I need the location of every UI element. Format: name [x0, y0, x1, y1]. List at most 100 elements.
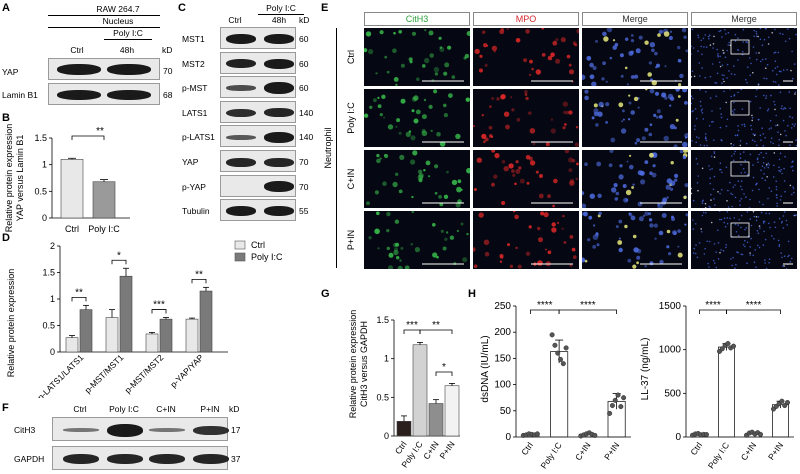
band	[107, 423, 143, 437]
y-tick-label: 1	[42, 160, 47, 170]
fraction-rule	[48, 27, 160, 28]
y-tick-label: 0	[505, 432, 511, 443]
data-point	[615, 392, 621, 398]
data-point	[730, 343, 736, 349]
column-header: Merge	[691, 12, 797, 26]
band	[264, 181, 294, 193]
treatment-label: Poly I:C	[266, 3, 296, 13]
blot-strip	[220, 76, 296, 99]
significance-label: ***	[153, 300, 165, 311]
y-tick-label: 1.5	[34, 133, 47, 143]
panel-label-e: E	[321, 2, 329, 14]
data-point	[612, 397, 618, 403]
micrograph	[473, 211, 579, 269]
y-tick-label: 50	[500, 406, 512, 417]
significance-label: ****	[580, 300, 596, 311]
band	[226, 206, 256, 217]
significance-bracket	[191, 278, 207, 284]
blot-kd: 140	[299, 132, 314, 143]
blot-strip	[220, 174, 296, 197]
ylabel-g-1: Relative protein expression	[348, 310, 358, 419]
data-point	[607, 410, 613, 416]
x-tick-label: Poly I:C	[538, 440, 563, 470]
blot-strip	[52, 446, 229, 470]
micrograph	[582, 150, 688, 208]
legend-swatch-polyic	[234, 252, 246, 262]
y-tick-label: 0	[42, 213, 47, 223]
significance-label: ****	[746, 300, 762, 311]
significance-label: ****	[537, 300, 553, 311]
data-point	[560, 361, 566, 367]
micrograph	[473, 28, 579, 86]
blot-kd: 140	[299, 107, 314, 118]
panel-label-c: C	[178, 2, 186, 14]
micrograph	[691, 211, 797, 269]
ylabel-h-right: LL-37 (ng/mL)	[640, 338, 651, 401]
band	[193, 454, 229, 464]
blot-row-label: YAP	[2, 67, 19, 77]
significance-bracket	[435, 371, 453, 376]
significance-bracket	[419, 329, 453, 334]
row-label: P+IN	[346, 229, 356, 251]
blot-kd: 55	[299, 206, 309, 217]
treatment-label: Poly I:C	[113, 28, 143, 38]
micrograph	[364, 150, 470, 208]
side-rule	[336, 28, 337, 268]
y-tick-label: 500	[664, 388, 681, 399]
chart-g: Relative protein expression CitH3 versus…	[348, 310, 460, 470]
blot-row-label: Lamin B1	[2, 90, 38, 100]
data-point	[558, 356, 564, 362]
blot-row-label: p-MST	[182, 83, 208, 94]
blot-kd: 70	[163, 66, 173, 76]
y-tick-label: 100	[494, 380, 511, 391]
y-tick-label: 1	[384, 354, 389, 364]
significance-label: **	[195, 269, 203, 280]
band	[264, 206, 294, 217]
micrograph	[691, 28, 797, 86]
blot-kd: 17	[231, 425, 241, 435]
row-label: Ctrl	[346, 50, 356, 64]
y-tick-label: 1.5	[42, 268, 55, 278]
micrograph	[364, 89, 470, 147]
data-point	[719, 346, 725, 352]
micrograph	[582, 28, 688, 86]
significance-bracket	[726, 309, 781, 314]
data-point	[555, 350, 561, 356]
blot-strip	[220, 199, 296, 222]
significance-label: **	[75, 287, 83, 298]
fraction-label: Nucleus	[102, 16, 134, 26]
bar	[159, 318, 173, 353]
y-tick-label: 0	[50, 347, 55, 357]
significance-b: **	[96, 126, 104, 137]
y-tick-label: 1.5	[376, 315, 389, 325]
significance-label: *	[117, 250, 121, 261]
lane-label: P+IN	[200, 404, 220, 414]
x-tick-label: Ctrl	[688, 440, 704, 457]
lane-48h: 48h	[119, 45, 135, 55]
significance-label: ***	[406, 320, 418, 331]
significance-bracket	[111, 259, 127, 265]
blot-row-label: YAP	[182, 157, 199, 167]
treatment-rule	[104, 39, 152, 40]
panel-label-d: D	[2, 232, 10, 244]
significance-bracket	[71, 135, 105, 140]
kd-label: kD	[162, 45, 173, 55]
bar	[412, 344, 428, 437]
legend-ctrl: Ctrl	[251, 240, 265, 250]
x-tick-label: Poly I:C	[88, 224, 120, 234]
data-point	[757, 431, 763, 437]
data-point	[725, 341, 731, 347]
bar	[444, 385, 460, 437]
row-label: Poly I:C	[346, 102, 356, 134]
micrograph	[473, 89, 579, 147]
blot-row-label: CitH3	[14, 425, 36, 435]
column-header: MPO	[473, 12, 579, 26]
y-tick-label: 250	[494, 301, 511, 312]
blot-row-label: p-YAP	[182, 181, 206, 192]
data-point	[784, 400, 790, 406]
band	[226, 134, 256, 140]
y-tick-label: 1000	[659, 345, 682, 356]
panel-label-h: H	[468, 288, 476, 300]
bar	[396, 421, 412, 437]
data-point	[703, 432, 709, 438]
